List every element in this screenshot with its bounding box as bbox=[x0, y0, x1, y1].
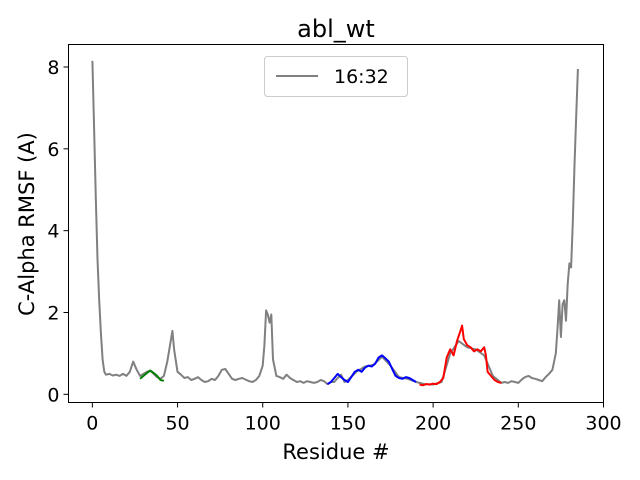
y-tick-label: 8 bbox=[47, 57, 59, 79]
x-tick-label: 200 bbox=[415, 413, 451, 435]
series-line-2 bbox=[326, 354, 417, 385]
y-tick-label: 6 bbox=[47, 139, 59, 161]
series-line-0 bbox=[91, 60, 579, 386]
legend-label: 16:32 bbox=[334, 66, 389, 88]
y-tick-label: 2 bbox=[47, 302, 59, 324]
x-tick-label: 150 bbox=[330, 413, 366, 435]
y-tick-label: 4 bbox=[47, 221, 59, 243]
y-axis-title: C-Alpha RMSF (A) bbox=[15, 132, 39, 316]
legend: 16:32 bbox=[264, 56, 408, 97]
x-tick-label: 250 bbox=[500, 413, 536, 435]
legend-box bbox=[264, 56, 408, 97]
series-line-1 bbox=[139, 369, 165, 382]
y-axis: 0 2 4 6 8 bbox=[47, 57, 69, 406]
x-tick-label: 100 bbox=[245, 413, 281, 435]
y-tick-label: 0 bbox=[47, 384, 59, 406]
series-line-3 bbox=[419, 324, 502, 387]
x-axis-title: Residue # bbox=[282, 440, 389, 464]
x-tick-label: 0 bbox=[86, 413, 98, 435]
x-tick-label: 50 bbox=[165, 413, 189, 435]
chart-title: abl_wt bbox=[297, 15, 375, 43]
x-tick-label: 300 bbox=[585, 413, 621, 435]
plot-frame bbox=[68, 44, 604, 403]
plot-lines bbox=[91, 60, 579, 387]
x-axis: 0 50 100 150 200 250 300 bbox=[86, 402, 622, 435]
